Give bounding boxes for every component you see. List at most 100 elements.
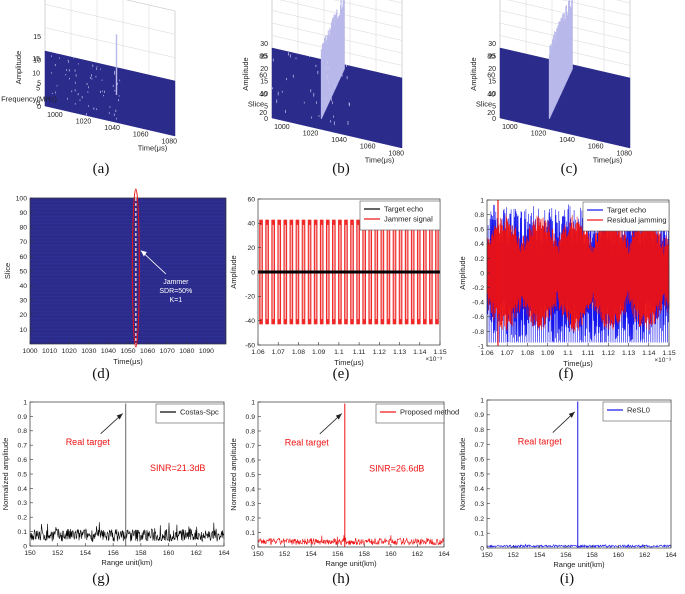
x-tick-label: 162 [412,551,424,558]
legend-label: Costas-Spc [180,408,219,417]
y-tick-label: 0.3 [246,501,256,508]
x-tick-label: 158 [359,551,371,558]
y-tick-label: 0.3 [18,500,28,507]
time-tick-label: 1020 [76,119,92,126]
z-tick-label: 0 [264,116,268,123]
time-tick-label: 1040 [104,125,120,132]
x-tick-label: 160 [163,550,175,557]
x-tick-label: 1.12 [373,349,386,356]
x-tick-label: 1050 [120,348,135,355]
z-tick-label: 5 [37,81,41,88]
surface-floor [44,50,176,137]
time-tick-label: 1060 [588,144,604,151]
z-tick-label: 5 [492,104,496,111]
x-tick-label: 1.1 [334,349,344,356]
z-tick-label: 10 [33,57,41,64]
legend-label: Residual jamming [607,216,667,225]
jammer-ellipse [131,188,140,348]
panel-d: 1000 1010 1020 1030 1040 1050 1060 1070 1080 1090… [3,188,227,366]
time-tick-label: 1060 [133,132,149,139]
y-tick-label: 60 [247,196,255,203]
y-tick-label: -0.2 [472,285,484,292]
y-tick-label: 90 [19,210,27,217]
y-tick-label: 0.2 [246,515,256,522]
slice-tick-label: 40 [259,91,267,98]
y-tick-label: 50 [19,268,27,275]
x-tick-label: 1.11 [353,349,366,356]
y-axis-label: Normalized amplitude [1,438,10,511]
time-tick-label: 1080 [389,150,405,157]
y-tick-label: 0.7 [475,442,485,449]
range-profile-trace [257,535,445,546]
x-tick-label: 152 [52,550,64,557]
y-tick-label: -60 [245,342,255,349]
arrow-head [140,250,147,257]
y-axis-label: Normalized amplitude [229,438,238,511]
y-axis-label: Normalized amplitude [458,438,467,511]
x-tick-label: 1040 [101,348,116,355]
y-tick-label: 0.4 [475,241,485,248]
surface-a-spikes [51,34,121,120]
x-tick-label: 1.08 [521,350,534,357]
y-tick-label: 30 [19,298,27,305]
x-tick-label: 1.09 [541,350,554,357]
z-tick-label: 25 [260,54,268,61]
x-tick-label: 160 [613,552,625,559]
target-annotation: Real target [518,436,563,446]
time-tick-label: 1080 [162,138,178,145]
slice-tick-label: 20 [259,110,267,117]
x-tick-label: 156 [560,552,572,559]
second-axis-label: Slice [476,100,492,109]
y-tick-label: -1 [478,343,484,350]
legend-box [359,200,441,231]
arrow-head [568,411,575,418]
caption-c: (c) [561,161,578,177]
x-tick-label: 162 [639,552,651,559]
x-tick-label: 162 [191,550,203,557]
y-tick-label: -40 [245,318,255,325]
x-tick-label: 1000 [22,348,37,355]
time-tick-label: 1020 [303,131,319,138]
legend-box [155,403,225,424]
axes-frame [257,401,445,548]
x-tick-label: 1.13 [622,350,635,357]
y-tick-label: 0.7 [18,443,28,450]
y-tick-label: 0.4 [18,486,28,493]
y-tick-label: 0.2 [475,256,485,263]
x-tick-label: 1070 [160,348,175,355]
slice-tick-label: 10 [32,71,40,78]
surface-floor [271,47,403,149]
x-tick-label: 1.06 [480,350,493,357]
caption-g: (g) [92,571,110,587]
jammer-annotation: Jammer [163,279,189,286]
x-tick-label: 1080 [179,348,194,355]
y-tick-label: 0.9 [246,414,256,421]
y-tick-label: 60 [19,254,27,261]
time-tick-label: 1040 [331,137,347,144]
slice-tick-label: 0 [36,100,40,107]
slice-tick-label: 60 [259,72,267,79]
x-axis-label: Time(μs) [563,359,593,368]
legend-label: Target echo [384,205,423,214]
x-tick-label: 1.07 [501,350,514,357]
y-axis-label: Amplitude [229,255,238,288]
y-tick-label: 0.8 [475,427,485,434]
y-tick-label: 1 [251,399,255,406]
x-tick-label: 150 [24,550,36,557]
x-tick-label: 1.09 [312,349,325,356]
y-tick-label: 0.9 [18,414,28,421]
x-tick-label: 1090 [199,348,214,355]
caption-f: (f) [559,366,574,382]
x-tick-label: 1.11 [582,350,595,357]
y-tick-label: -0.4 [472,300,484,307]
x-tick-label: 150 [252,551,264,558]
y-tick-label: 1 [23,399,27,406]
x-tick-label: 152 [508,552,520,559]
second-axis-label: Frequency(MHz) [1,94,57,103]
time-tick-label: 1040 [559,137,575,144]
time-axis-label: Time(μs) [365,156,395,165]
y-tick-label: 0.5 [18,471,28,478]
y-tick-label: -0.6 [472,314,484,321]
z-axis-label: Amplitude [241,57,250,90]
